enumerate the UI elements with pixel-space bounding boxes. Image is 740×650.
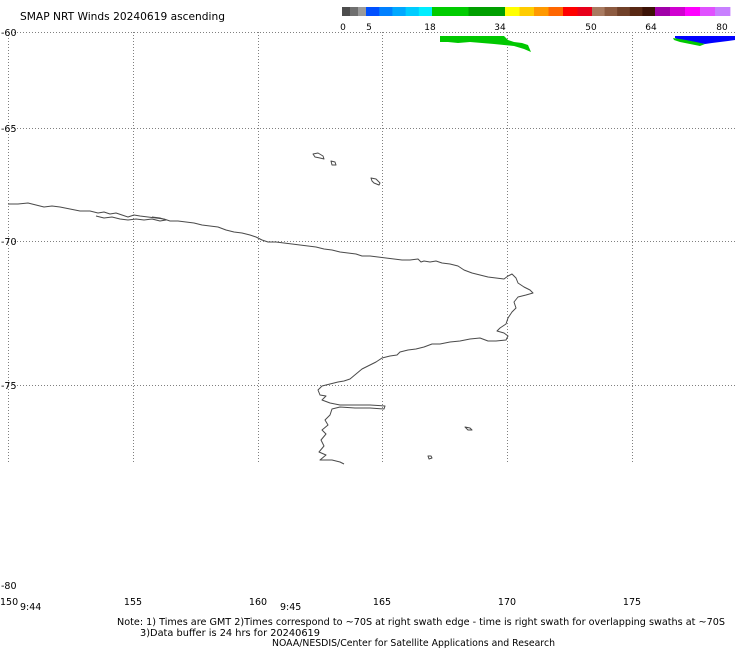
island bbox=[370, 177, 381, 186]
colorbar-segment bbox=[350, 7, 359, 16]
coastline-main bbox=[8, 202, 534, 465]
colorbar bbox=[342, 7, 731, 16]
colorbar-segment bbox=[629, 7, 643, 16]
colorbar-segment bbox=[604, 7, 618, 16]
colorbar-tick-label: 0 bbox=[340, 23, 346, 33]
colorbar-segment bbox=[548, 7, 564, 16]
longitude-label: 175 bbox=[623, 597, 641, 608]
ice-shelf-front bbox=[95, 215, 167, 222]
colorbar-segment bbox=[577, 7, 593, 16]
colorbar-segment bbox=[592, 7, 605, 16]
coastline bbox=[8, 152, 534, 465]
footnotes: Note: 1) Times are GMT 2)Times correspon… bbox=[117, 617, 725, 649]
footnote-line: 3)Data buffer is 24 hrs for 20240619 bbox=[140, 628, 320, 639]
colorbar-segment bbox=[405, 7, 420, 16]
colorbar-tick-label: 80 bbox=[716, 23, 728, 33]
latitude-label: -80 bbox=[1, 581, 17, 592]
latitude-labels: -60 -65 -70 -75 -80 bbox=[1, 28, 17, 592]
map-title: SMAP NRT Winds 20240619 ascending bbox=[20, 10, 225, 23]
island bbox=[464, 426, 473, 431]
swath-time: 9:45 bbox=[280, 602, 301, 613]
colorbar-tick-label: 18 bbox=[424, 23, 436, 33]
longitude-label: 150 bbox=[0, 597, 18, 608]
colorbar-segment bbox=[700, 7, 716, 16]
wind-swath-blue bbox=[675, 36, 735, 44]
colorbar-segment bbox=[519, 7, 535, 16]
island bbox=[312, 152, 325, 160]
colorbar-segment bbox=[655, 7, 671, 16]
longitude-label: 155 bbox=[124, 597, 142, 608]
colorbar-segment bbox=[642, 7, 656, 16]
wind-swath-green bbox=[673, 38, 705, 46]
colorbar-segment bbox=[468, 7, 506, 16]
latitude-label: -70 bbox=[1, 237, 17, 248]
colorbar-segment bbox=[563, 7, 578, 16]
footnote-line: Note: 1) Times are GMT 2)Times correspon… bbox=[117, 617, 725, 628]
colorbar-segment bbox=[534, 7, 549, 16]
colorbar-segment bbox=[418, 7, 433, 16]
colorbar-segment bbox=[685, 7, 701, 16]
longitude-labels: 150 155 160 165 170 175 bbox=[0, 597, 641, 608]
colorbar-segment bbox=[366, 7, 380, 16]
longitude-label: 170 bbox=[498, 597, 516, 608]
colorbar-segment bbox=[342, 7, 351, 16]
latitude-label: -60 bbox=[1, 28, 17, 39]
footnote-credit: NOAA/NESDIS/Center for Satellite Applica… bbox=[272, 638, 555, 649]
colorbar-segment bbox=[715, 7, 731, 16]
colorbar-tick-label: 5 bbox=[366, 23, 372, 33]
colorbar-segment bbox=[670, 7, 686, 16]
graticule bbox=[8, 32, 736, 463]
wind-swaths bbox=[440, 36, 735, 52]
wind-swath-green bbox=[440, 36, 531, 52]
colorbar-tick-label: 64 bbox=[645, 23, 657, 33]
colorbar-tick-labels: 0 5 18 34 50 64 80 bbox=[340, 23, 728, 33]
colorbar-segment bbox=[617, 7, 631, 16]
island bbox=[330, 160, 337, 166]
colorbar-segment bbox=[432, 7, 469, 16]
swath-time: 9:44 bbox=[20, 602, 41, 613]
colorbar-segment bbox=[505, 7, 520, 16]
latitude-label: -65 bbox=[1, 124, 17, 135]
colorbar-tick-label: 50 bbox=[585, 23, 597, 33]
colorbar-segment bbox=[392, 7, 406, 16]
longitude-label: 165 bbox=[373, 597, 391, 608]
island bbox=[427, 455, 433, 460]
latitude-label: -75 bbox=[1, 381, 17, 392]
colorbar-segment bbox=[379, 7, 393, 16]
longitude-label: 160 bbox=[249, 597, 267, 608]
colorbar-tick-label: 34 bbox=[494, 23, 506, 33]
colorbar-segment bbox=[358, 7, 367, 16]
swath-times: 9:44 9:45 bbox=[20, 602, 301, 613]
